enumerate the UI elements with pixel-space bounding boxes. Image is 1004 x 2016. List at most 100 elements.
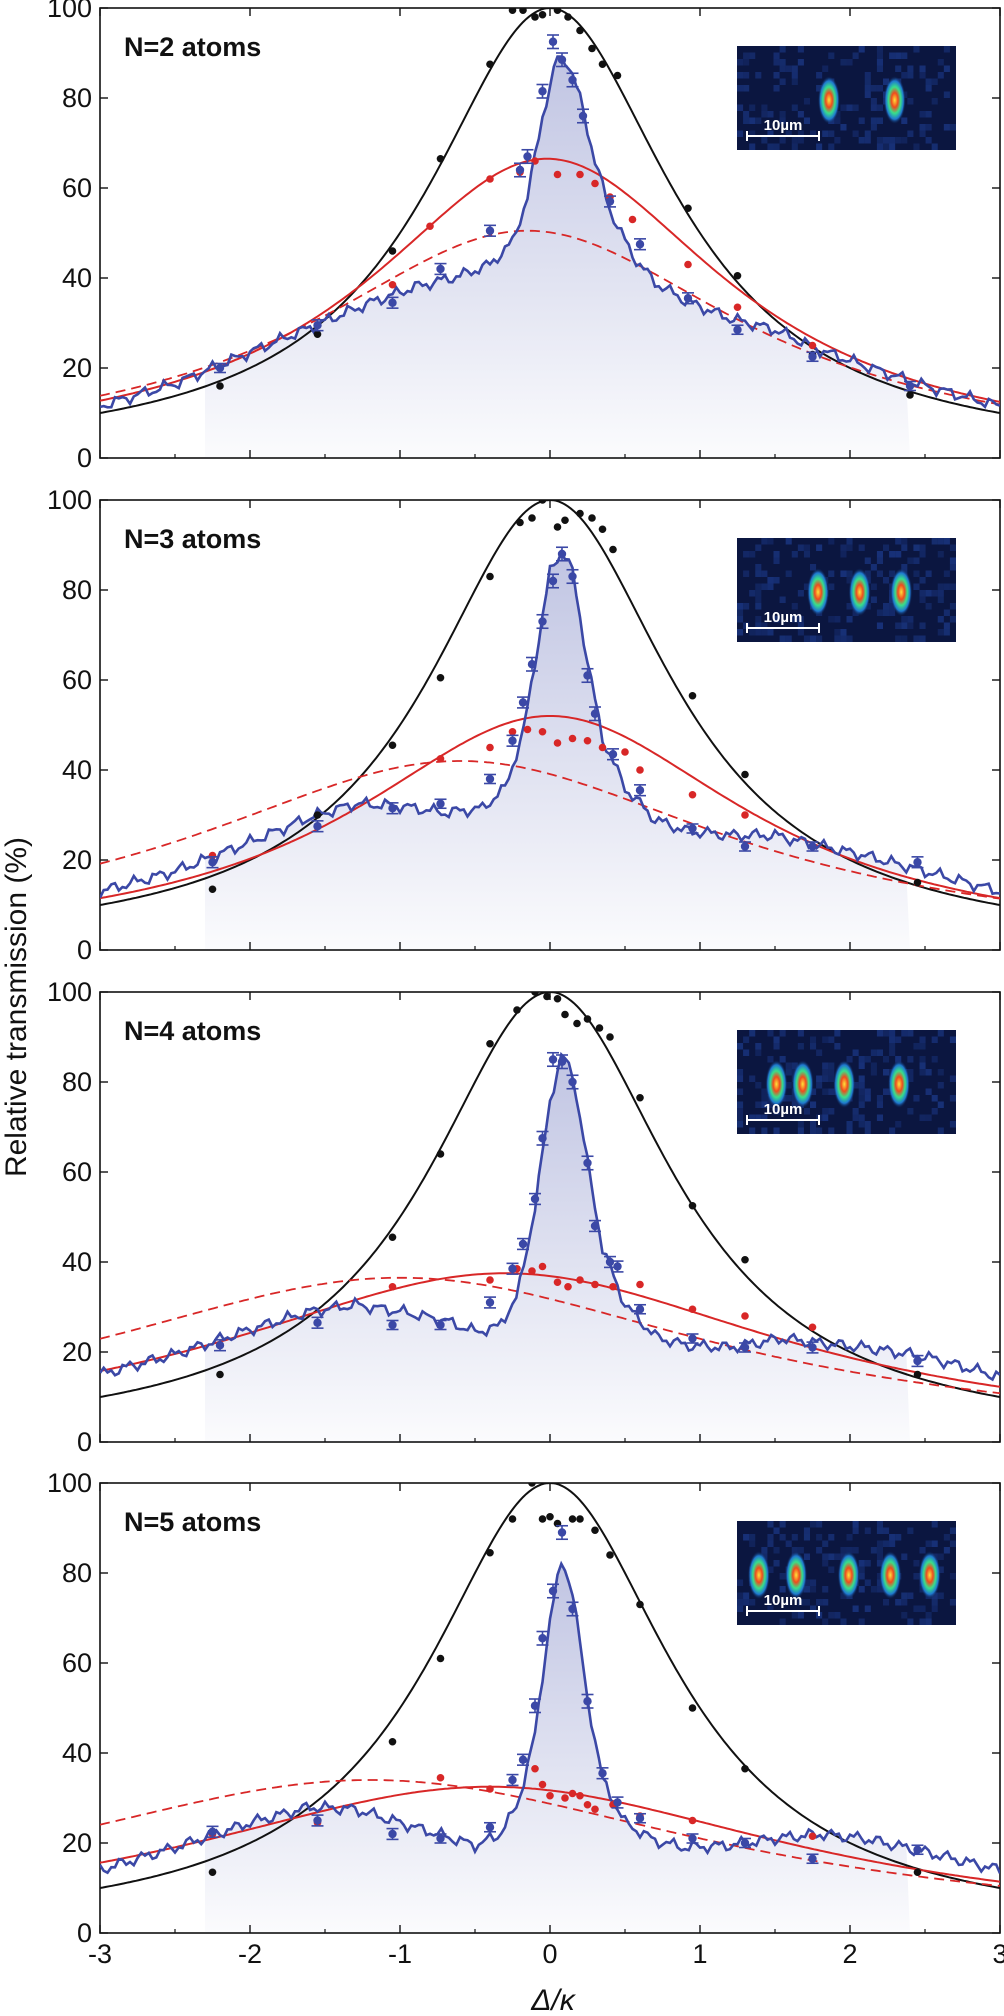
noise-pixel — [870, 1069, 877, 1076]
noise-pixel — [761, 137, 768, 144]
red-data-point — [688, 1305, 697, 1314]
noise-pixel — [925, 1069, 932, 1076]
red-data-point — [553, 739, 562, 747]
red-data-point — [598, 743, 607, 752]
noise-pixel — [803, 1553, 810, 1560]
noise-pixel — [743, 1534, 750, 1541]
noise-pixel — [822, 1560, 829, 1567]
noise-pixel — [737, 616, 744, 623]
noise-pixel — [876, 65, 883, 72]
black-data-point — [688, 1704, 697, 1712]
noise-pixel — [743, 111, 750, 118]
blue-data-point — [215, 1341, 225, 1350]
red-data-point — [553, 170, 562, 179]
noise-pixel — [810, 1586, 817, 1593]
noise-pixel — [755, 72, 762, 79]
noise-pixel — [919, 1605, 926, 1612]
blue-data-point — [913, 1356, 922, 1366]
blue-data-point — [808, 1854, 817, 1863]
noise-pixel — [803, 583, 810, 590]
noise-pixel — [925, 85, 932, 92]
noise-pixel — [883, 1599, 890, 1606]
noise-pixel — [876, 85, 883, 92]
noise-pixel — [937, 551, 944, 558]
black-data-point — [531, 13, 539, 21]
noise-pixel — [822, 1586, 829, 1593]
noise-pixel — [919, 1036, 926, 1043]
noise-pixel — [840, 544, 847, 551]
noise-pixel — [834, 137, 841, 144]
noise-pixel — [773, 1547, 780, 1554]
red-data-point — [486, 1785, 494, 1793]
blue-data-point — [583, 671, 592, 680]
red-data-point — [486, 175, 494, 183]
red-data-point — [508, 727, 517, 736]
noise-pixel — [876, 570, 883, 577]
noise-pixel — [828, 1088, 835, 1095]
blue-data-point — [635, 786, 645, 795]
noise-pixel — [876, 104, 883, 111]
noise-pixel — [743, 1599, 750, 1606]
y-tick-label: 80 — [62, 575, 92, 605]
black-data-point — [568, 1515, 577, 1523]
noise-pixel — [755, 1101, 762, 1108]
noise-pixel — [864, 91, 871, 98]
noise-pixel — [822, 1553, 829, 1560]
noise-pixel — [919, 111, 926, 118]
red-data-point — [486, 743, 494, 752]
noise-pixel — [755, 564, 762, 571]
noise-pixel — [761, 1095, 768, 1102]
noise-pixel — [828, 1612, 835, 1619]
black-data-point — [538, 1515, 547, 1523]
noise-pixel — [749, 1540, 756, 1547]
red-data-point — [591, 1805, 599, 1814]
blue-data-point — [518, 1239, 528, 1249]
black-data-point — [561, 516, 569, 525]
noise-pixel — [919, 72, 926, 79]
noise-pixel — [876, 551, 883, 558]
noise-pixel — [852, 104, 859, 111]
atom-spot — [883, 76, 906, 125]
noise-pixel — [864, 1560, 871, 1567]
blue-data-point — [548, 37, 558, 46]
noise-pixel — [749, 1075, 756, 1082]
noise-pixel — [816, 635, 823, 642]
blue-data-point — [518, 698, 528, 707]
noise-pixel — [858, 1586, 865, 1593]
noise-pixel — [943, 629, 950, 636]
noise-pixel — [901, 117, 908, 124]
noise-pixel — [937, 583, 944, 590]
noise-pixel — [919, 1069, 926, 1076]
noise-pixel — [858, 1573, 865, 1580]
noise-pixel — [919, 1056, 926, 1063]
black-data-point — [588, 44, 596, 53]
noise-pixel — [822, 1075, 829, 1082]
blue-trace-line — [100, 549, 1000, 899]
noise-pixel — [749, 143, 756, 150]
y-tick-label: 0 — [77, 1918, 92, 1948]
noise-pixel — [737, 1121, 744, 1128]
blue-data-point — [548, 1055, 558, 1064]
noise-pixel — [828, 1127, 835, 1134]
blue-data-point — [613, 1798, 622, 1807]
noise-pixel — [846, 538, 853, 545]
black-data-point — [538, 10, 547, 19]
noise-pixel — [864, 137, 871, 144]
black-data-point — [436, 673, 445, 682]
noise-pixel — [773, 1127, 780, 1134]
noise-pixel — [919, 544, 926, 551]
black-data-point — [313, 811, 322, 819]
noise-pixel — [749, 1127, 756, 1134]
noise-pixel — [822, 1069, 829, 1076]
noise-pixel — [876, 557, 883, 564]
red-data-point — [688, 790, 697, 799]
noise-pixel — [883, 1069, 890, 1076]
noise-pixel — [883, 1088, 890, 1095]
noise-pixel — [749, 1534, 756, 1541]
red-data-point — [591, 1280, 599, 1289]
blue-data-point — [313, 1318, 322, 1327]
red-data-point — [576, 1276, 584, 1284]
black-data-point — [388, 741, 397, 750]
noise-pixel — [937, 1101, 944, 1108]
